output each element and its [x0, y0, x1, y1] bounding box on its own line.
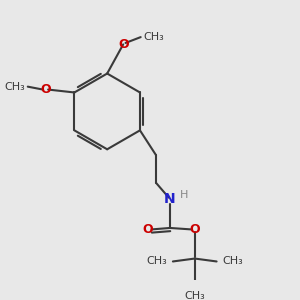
- Text: O: O: [40, 83, 50, 96]
- Text: O: O: [143, 223, 153, 236]
- Text: CH₃: CH₃: [146, 256, 167, 266]
- Text: CH₃: CH₃: [222, 256, 243, 266]
- Text: O: O: [189, 223, 200, 236]
- Text: CH₃: CH₃: [4, 82, 25, 92]
- Text: N: N: [164, 192, 176, 206]
- Text: CH₃: CH₃: [144, 32, 164, 42]
- Text: O: O: [118, 38, 128, 51]
- Text: H: H: [180, 190, 188, 200]
- Text: CH₃: CH₃: [184, 291, 205, 300]
